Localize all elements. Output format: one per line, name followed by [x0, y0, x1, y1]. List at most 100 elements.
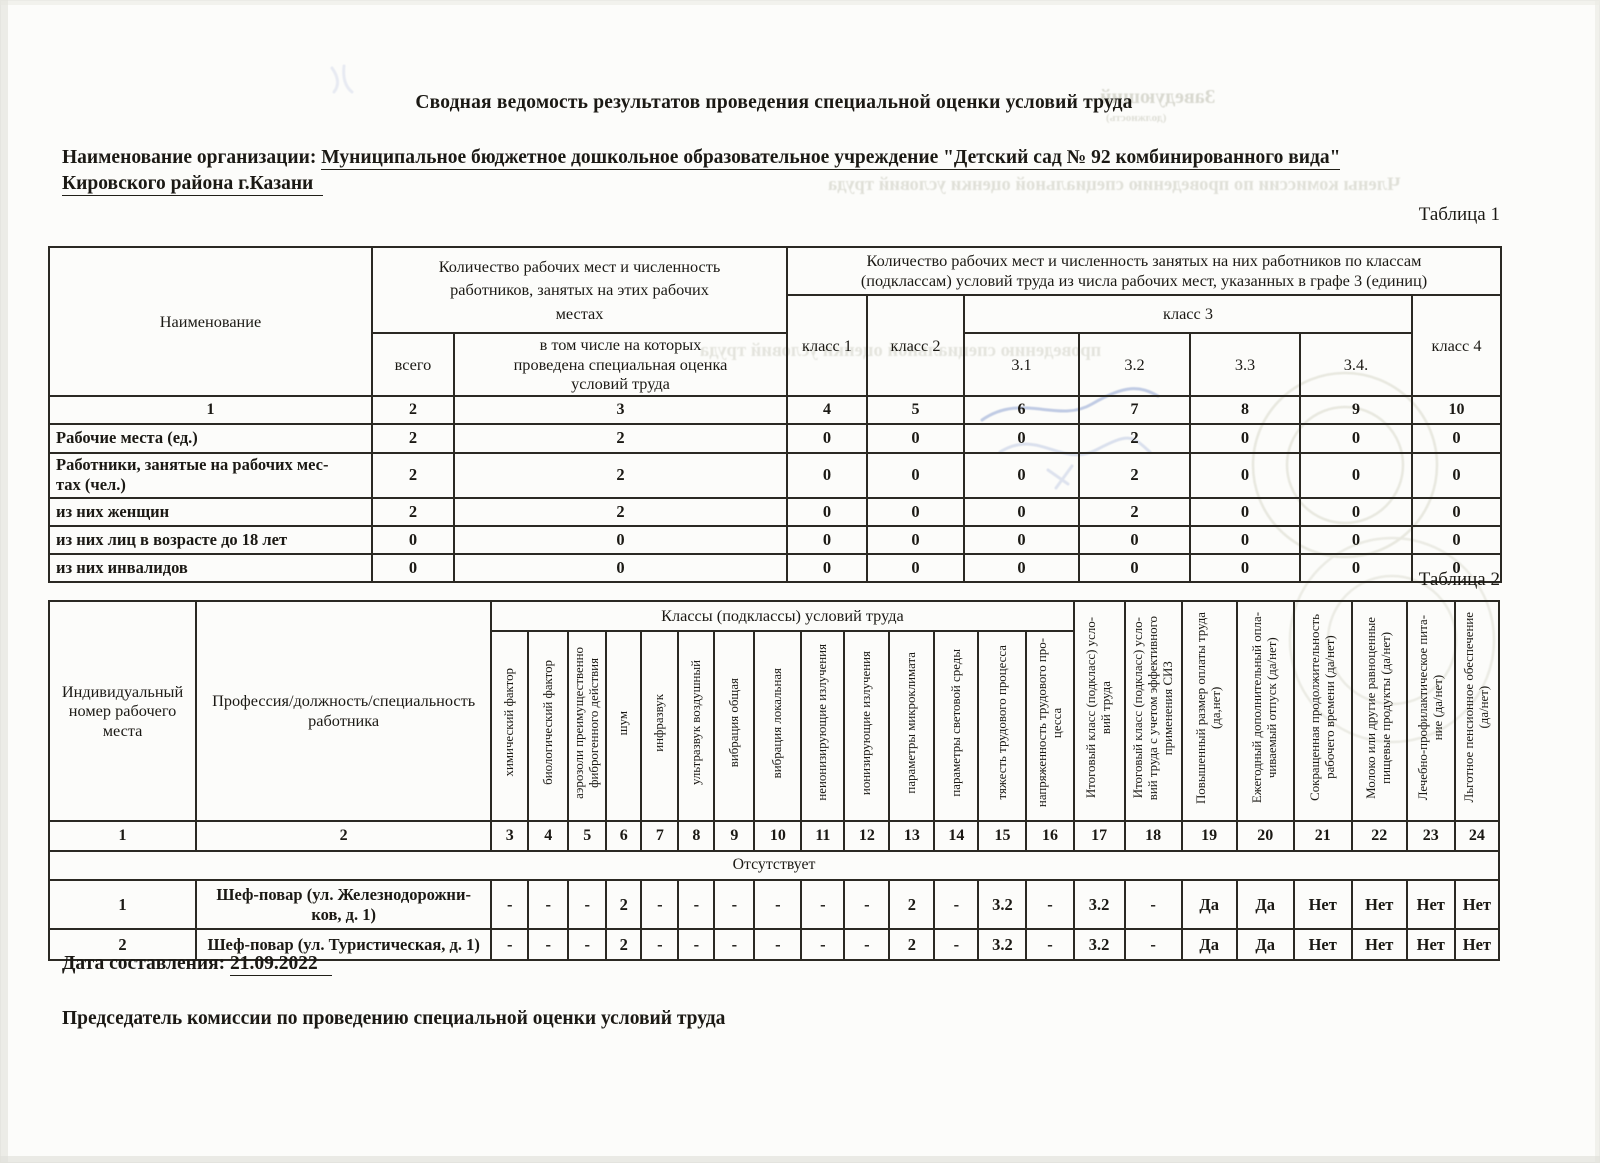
table2-caption: Таблица 2: [1418, 569, 1500, 590]
t1-cell: 2: [453, 422, 788, 454]
t2-cell: 3.2: [977, 879, 1028, 930]
rotated-label: напряженность трудового про- цесса: [1035, 638, 1065, 808]
t1-cell: 0: [1299, 422, 1413, 454]
rotated-label: ультразвук воздушный: [688, 660, 703, 786]
t2-cell: Нет: [1292, 928, 1353, 961]
organization-name-continued: Кировского района г.Казани: [62, 173, 324, 196]
t2-cell: -: [713, 879, 756, 930]
t1-cell: 2: [1078, 496, 1191, 527]
t1-cell: 0: [1189, 496, 1301, 527]
t2-cell: -: [800, 879, 846, 930]
t1-cell: 0: [1410, 524, 1503, 555]
t1-cell: 0: [1299, 496, 1413, 527]
t1-cell: 0: [1189, 552, 1301, 583]
t2-header-factor: тяжесть трудового процесса: [977, 630, 1028, 822]
t2-col-number: 12: [843, 820, 891, 852]
scan-edge-left: [0, 0, 8, 1163]
t1-header-class2: класс 2: [866, 294, 965, 397]
t2-cell: Да: [1235, 879, 1295, 930]
t2-col-number: 17: [1072, 820, 1126, 852]
t2-header-profession: Профессия/должность/специальность работн…: [195, 600, 493, 822]
t2-cell: -: [567, 928, 608, 961]
organization-line: Наименование организации: Муниципальное …: [62, 147, 1522, 170]
t1-col-number: 10: [1410, 394, 1503, 425]
t2-col-number: 19: [1180, 820, 1238, 852]
t1-cell: 0: [866, 422, 965, 454]
composition-date-line: Дата составления: 21.09.2022: [62, 953, 332, 976]
t1-cell: 0: [453, 524, 788, 555]
t2-cell: -: [490, 879, 530, 930]
t1-cell: 2: [371, 496, 455, 527]
t1-cell: 0: [1299, 524, 1413, 555]
t1-cell: 0: [963, 552, 1080, 583]
t1-col-number: 4: [786, 394, 868, 425]
t2-col-number: 20: [1235, 820, 1295, 852]
t2-cell: -: [677, 928, 716, 961]
t1-cell: 0: [1410, 496, 1503, 527]
rotated-label: Итоговый класс (подкласс) усло- вий труд…: [1130, 615, 1175, 800]
t2-cell: 2: [605, 879, 643, 930]
rotated-label: Итоговый класс (подкласс) усло- вий труд…: [1084, 617, 1114, 799]
t1-cell: 0: [453, 552, 788, 583]
t2-header-factor: химический фактор: [490, 630, 530, 822]
chairman-line: Председатель комиссии по проведению спец…: [62, 1008, 726, 1029]
t1-cell: 0: [786, 422, 868, 454]
t2-cell: 2: [605, 928, 643, 961]
t2-header-factor: параметры микроклимата: [888, 630, 936, 822]
rotated-label: химический фактор: [502, 668, 517, 777]
t2-col-number: 5: [567, 820, 608, 852]
t1-cell: 0: [963, 524, 1080, 555]
t1-row-label: из них женщин: [48, 496, 373, 527]
organization-name: Муниципальное бюджетное дошкольное образ…: [321, 147, 1341, 170]
rotated-label: ионизирующие излучения: [859, 650, 874, 795]
scan-edge-top: [0, 0, 1600, 5]
t2-cell: Нет: [1350, 928, 1408, 961]
t1-col-number: 1: [48, 394, 373, 425]
t2-header-preferential-pension: Льготное пенсионное обеспечение (да/нет): [1453, 600, 1501, 822]
t1-cell: 0: [866, 552, 965, 583]
t2-cell: -: [753, 928, 803, 961]
t2-col-number: 11: [800, 820, 846, 852]
t2-col-number: 22: [1350, 820, 1408, 852]
t2-header-factor: вибрация общая: [713, 630, 756, 822]
t2-cell: -: [843, 928, 891, 961]
t2-cell: -: [527, 879, 570, 930]
t2-header-workplace-number: Индивидуальный номер рабочего места: [47, 600, 198, 822]
t2-header-reduced-hours: Сокращенная продолжительность рабочего в…: [1292, 600, 1353, 822]
t2-cell: 3.2: [977, 928, 1028, 961]
t2-cell: Нет: [1350, 879, 1408, 930]
t1-cell: 0: [1078, 524, 1191, 555]
t2-header-extra-leave: Ежегодный дополнительный опла- чиваемый …: [1235, 600, 1295, 822]
t1-cell: 0: [786, 451, 868, 499]
t2-profession: Шеф-повар (ул. Железнодорожни- ков, д. 1…: [195, 879, 493, 930]
t1-col-number: 6: [963, 394, 1080, 425]
t2-header-factor: неионизирующие излучения: [800, 630, 846, 822]
t2-cell: Нет: [1453, 879, 1501, 930]
rotated-label: Ежегодный дополнительный опла- чиваемый …: [1250, 612, 1280, 804]
rotated-label: тяжесть трудового процесса: [994, 645, 1009, 800]
scan-edge-right: [1595, 0, 1600, 1163]
t2-cell: Да: [1235, 928, 1295, 961]
t2-profession: Шеф-повар (ул. Туристическая, д. 1): [195, 928, 493, 961]
t1-cell: 2: [1078, 422, 1191, 454]
t1-header-class3-2: 3.2: [1078, 332, 1191, 397]
rotated-label: Лечебно-профилактическое пита- ние (да/н…: [1415, 615, 1445, 801]
t2-header-milk-products: Молоко или другие равноценные пищевые пр…: [1350, 600, 1408, 822]
t1-cell: 0: [866, 451, 965, 499]
t1-cell: 0: [1078, 552, 1191, 583]
t2-header-factor: шум: [605, 630, 643, 822]
rotated-label: инфразвук: [652, 693, 667, 752]
t2-cell: -: [933, 928, 980, 961]
t2-cell: -: [490, 928, 530, 961]
t1-cell: 0: [1410, 552, 1503, 583]
t1-col-number: 8: [1189, 394, 1301, 425]
rotated-label: параметры световой среды: [948, 648, 963, 797]
t1-cell: 0: [371, 552, 455, 583]
t1-cell: 0: [1189, 451, 1301, 499]
t1-cell: 0: [1410, 451, 1503, 499]
t1-header-class1: класс 1: [786, 294, 868, 397]
t1-header-assessed: в том числе на которых проведена специал…: [453, 332, 788, 397]
t2-header-factor: ионизирующие излучения: [843, 630, 891, 822]
date-label: Дата составления:: [62, 953, 226, 974]
